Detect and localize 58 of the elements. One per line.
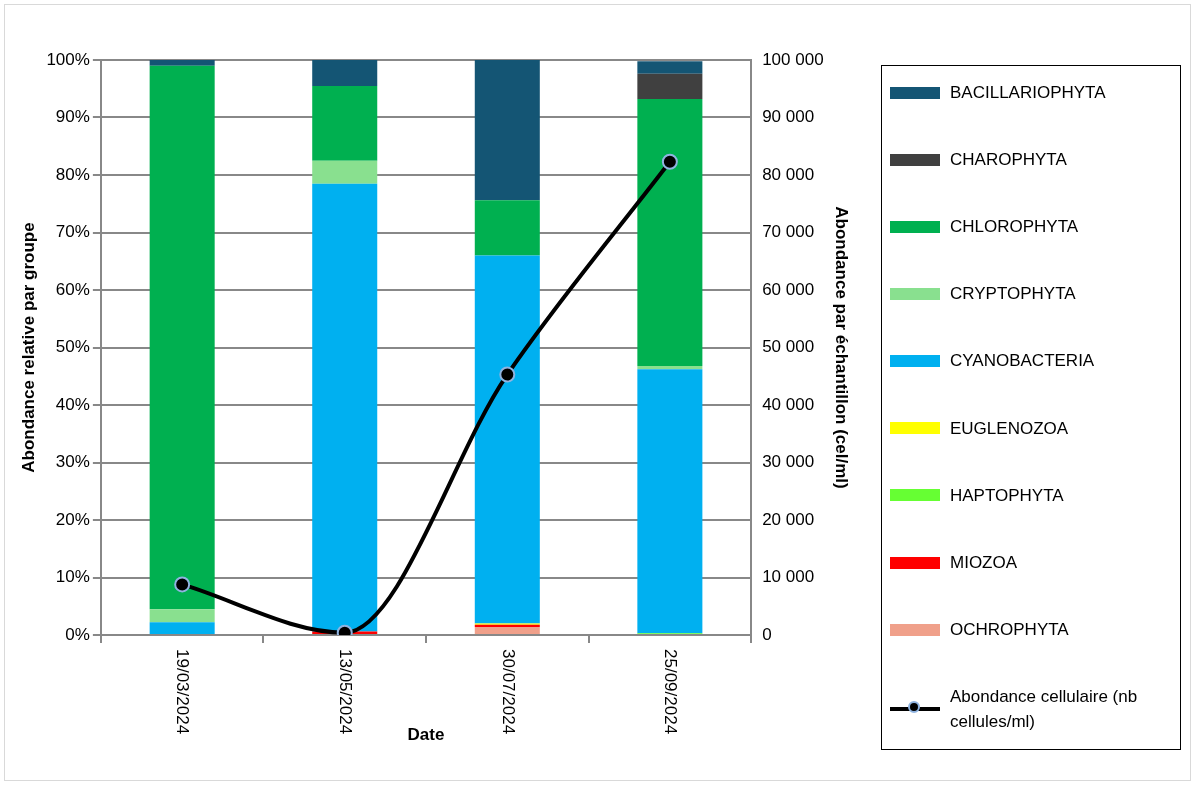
point <box>661 153 678 170</box>
y-tick-label: 50% <box>55 337 90 357</box>
bar <box>312 85 378 161</box>
legend-label: CYANOBACTERIA <box>950 350 1095 373</box>
y-tick-label: 20% <box>55 509 90 529</box>
y2-tick-label: 20 000 <box>762 509 815 529</box>
y2-tick-label: 80 000 <box>762 164 815 184</box>
y-tick-label: 40% <box>55 394 90 414</box>
bar <box>149 60 215 66</box>
bar <box>149 65 215 610</box>
bar <box>474 255 540 624</box>
bar <box>637 61 703 74</box>
bar <box>312 183 378 632</box>
legend-label: HAPTOPHYTA <box>950 484 1064 507</box>
legend-label: MIOZOA <box>950 551 1018 574</box>
bar <box>474 60 540 201</box>
bar <box>637 369 703 634</box>
y2-tick-label: 40 000 <box>762 394 815 414</box>
legend-label: CHAROPHYTA <box>950 149 1067 172</box>
y2-tick-label: 70 000 <box>762 222 815 242</box>
bar <box>637 73 703 100</box>
bar <box>149 609 215 623</box>
y2-tick-label: 0 <box>762 624 772 644</box>
bar <box>637 99 703 366</box>
point <box>499 366 516 383</box>
y-tick-label: 80% <box>55 164 90 184</box>
x-axis-title: Date <box>407 724 445 744</box>
y2-tick-label: 100 000 <box>762 49 824 69</box>
legend-label: CHLOROPHYTA <box>950 216 1079 239</box>
y2-tick-label: 90 000 <box>762 107 815 127</box>
y-tick-label: 10% <box>55 567 90 587</box>
legend-label: EUGLENOZOA <box>950 417 1069 440</box>
y-tick-label: 90% <box>55 107 90 127</box>
point <box>174 576 191 593</box>
x-tick-label: 13/05/2024 <box>336 649 356 735</box>
bar <box>149 622 215 634</box>
legend-label: Abondance cellulaire (nb cellules/ml) <box>950 686 1139 734</box>
bar <box>474 626 540 634</box>
legend-label: OCHROPHYTA <box>950 618 1069 641</box>
y2-axis-title: Abondance par échantillon (cel/ml) <box>832 206 852 489</box>
y-tick-label: 60% <box>55 279 90 299</box>
bar <box>312 60 378 86</box>
y-axis-title: Abondance relative par groupe <box>18 222 38 473</box>
x-tick-label: 19/03/2024 <box>173 649 193 735</box>
y2-tick-label: 10 000 <box>762 567 815 587</box>
y2-tick-label: 30 000 <box>762 452 815 472</box>
y-tick-label: 70% <box>55 222 90 242</box>
bar <box>312 160 378 184</box>
x-tick-label: 25/09/2024 <box>661 649 681 735</box>
y-tick-label: 30% <box>55 452 90 472</box>
y-tick-label: 0% <box>65 624 90 644</box>
legend-label: BACILLARIOPHYTA <box>950 82 1106 104</box>
y2-tick-label: 50 000 <box>762 337 815 357</box>
legend-label: CRYPTOPHYTA <box>950 283 1076 306</box>
x-tick-label: 30/07/2024 <box>498 649 518 735</box>
bar <box>474 200 540 256</box>
y-tick-label: 100% <box>46 49 90 69</box>
y2-tick-label: 60 000 <box>762 279 815 299</box>
